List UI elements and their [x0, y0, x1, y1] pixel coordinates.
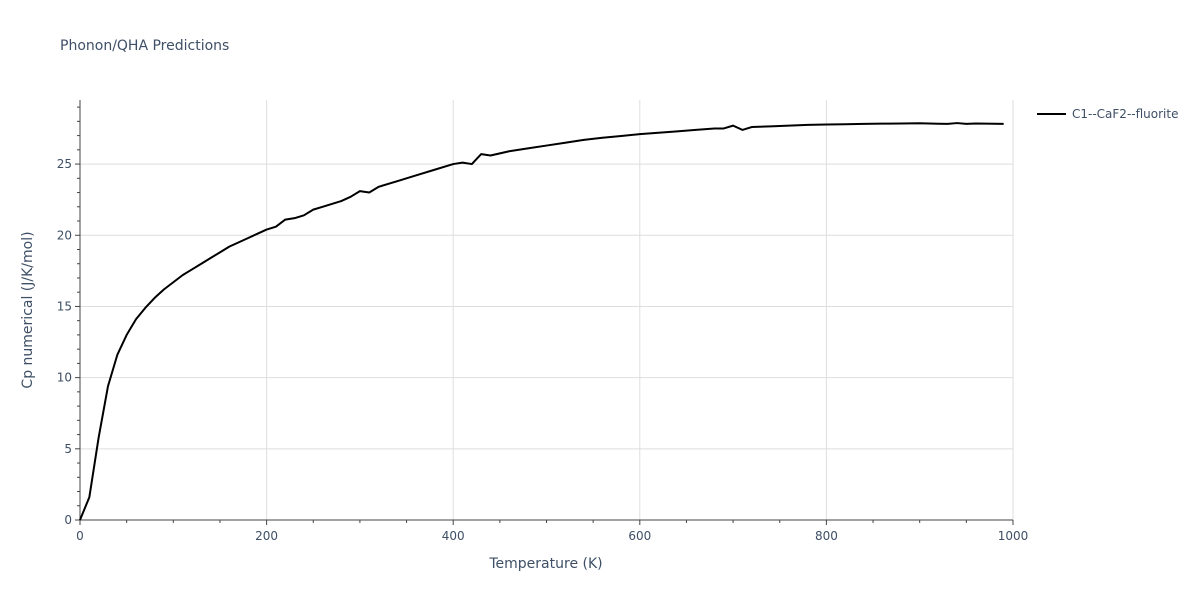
y-tick-label: 10: [57, 371, 72, 385]
y-tick-label: 0: [64, 513, 72, 527]
y-tick-label: 5: [64, 442, 72, 456]
grid: [80, 100, 1014, 520]
series-line: [79, 122, 1004, 521]
y-tick-label: 20: [57, 228, 72, 242]
legend[interactable]: C1--CaF2--fluorite: [1037, 107, 1178, 121]
legend-label[interactable]: C1--CaF2--fluorite: [1072, 107, 1178, 121]
plot-area: [79, 122, 1004, 521]
y-axis-title: Cp numerical (J/K/mol): [20, 231, 36, 388]
axes: 0 200 400 600 800 1000 0 5 10 15 20 25: [57, 100, 1029, 543]
x-tick-label: 0: [76, 529, 84, 543]
y-tick-label: 15: [57, 299, 72, 313]
x-tick-label: 200: [255, 529, 278, 543]
x-tick-label: 600: [628, 529, 651, 543]
x-tick-label: 800: [815, 529, 838, 543]
x-axis-title: Temperature (K): [488, 556, 602, 572]
x-tick-label: 400: [442, 529, 465, 543]
chart-title: Phonon/QHA Predictions: [60, 38, 229, 54]
x-tick-label: 1000: [998, 529, 1029, 543]
y-tick-label: 25: [57, 157, 72, 171]
